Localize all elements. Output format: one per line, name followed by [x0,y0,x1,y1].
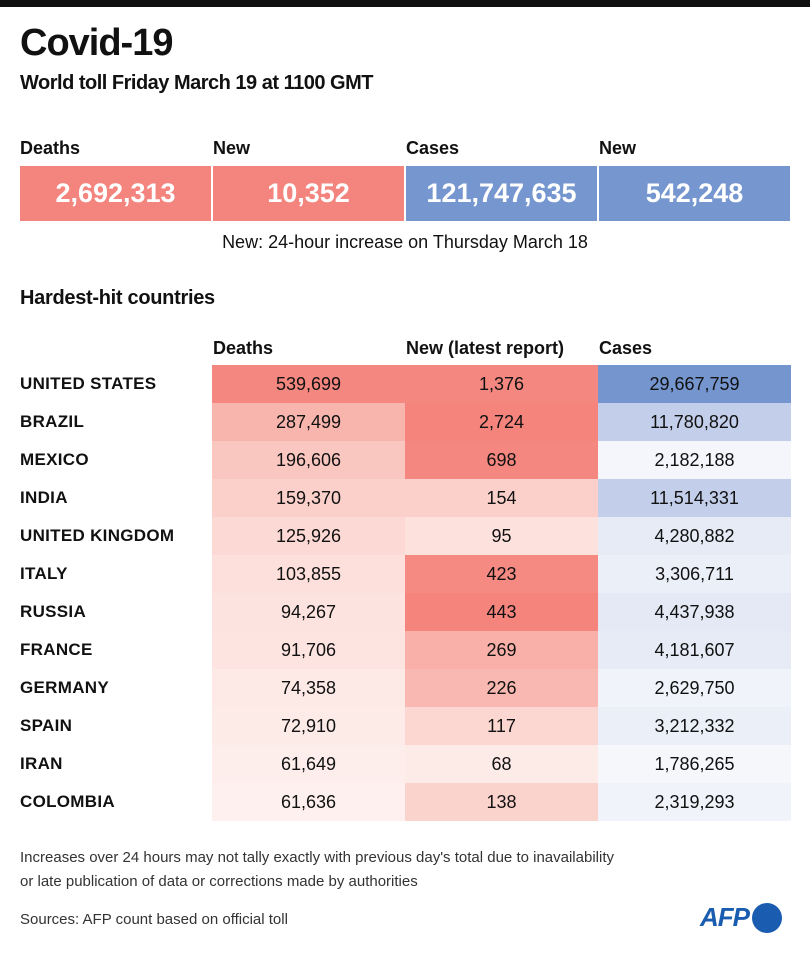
table-row: RUSSIA 94,267 443 4,437,938 [0,593,810,631]
cases-cell: 2,182,188 [598,441,791,479]
new-deaths-cell: 95 [405,517,598,555]
total-cases-value: 121,747,635 [406,166,597,221]
cases-cell: 3,306,711 [598,555,791,593]
country-name: MEXICO [20,450,89,469]
sources: Sources: AFP count based on official tol… [20,911,288,928]
new-deaths-cell: 138 [405,783,598,821]
new-deaths-cell: 117 [405,707,598,745]
total-new-deaths-label: New [213,138,251,158]
column-header-deaths: Deaths [213,338,274,358]
afp-logo-dot [752,902,782,933]
table-row: INDIA 159,370 154 11,514,331 [0,479,810,517]
deaths-cell: 103,855 [212,555,405,593]
deaths-cell: 61,649 [212,745,405,783]
table-row: FRANCE 91,706 269 4,181,607 [0,631,810,669]
column-header-new: New (latest report) [406,338,565,358]
country-name: UNITED STATES [20,374,157,393]
top-bar [0,0,810,7]
cases-cell: 11,780,820 [598,403,791,441]
new-deaths-cell: 269 [405,631,598,669]
table-row: ITALY 103,855 423 3,306,711 [0,555,810,593]
country-name: UNITED KINGDOM [20,526,175,545]
country-name: COLOMBIA [20,792,115,811]
cases-cell: 4,280,882 [598,517,791,555]
country-name: RUSSIA [20,602,87,621]
new-deaths-cell: 1,376 [405,365,598,403]
total-new-cases-value: 542,248 [599,166,790,221]
afp-logo-text: AFP [700,902,750,932]
table-row: MEXICO 196,606 698 2,182,188 [0,441,810,479]
deaths-cell: 196,606 [212,441,405,479]
country-name: INDIA [20,488,68,507]
deaths-cell: 74,358 [212,669,405,707]
new-deaths-cell: 423 [405,555,598,593]
country-name: FRANCE [20,640,93,659]
table-row: SPAIN 72,910 117 3,212,332 [0,707,810,745]
country-name: SPAIN [20,716,73,735]
deaths-cell: 61,636 [212,783,405,821]
table-row: UNITED STATES 539,699 1,376 29,667,759 [0,365,810,403]
new-deaths-cell: 2,724 [405,403,598,441]
cases-cell: 2,629,750 [598,669,791,707]
deaths-cell: 91,706 [212,631,405,669]
page-subtitle: World toll Friday March 19 at 1100 GMT [20,72,373,94]
footnote-line-1: Increases over 24 hours may not tally ex… [20,849,614,866]
country-name: IRAN [20,754,63,773]
table-row: UNITED KINGDOM 125,926 95 4,280,882 [0,517,810,555]
deaths-cell: 159,370 [212,479,405,517]
page-title: Covid-19 [20,22,173,64]
cases-cell: 2,319,293 [598,783,791,821]
deaths-cell: 125,926 [212,517,405,555]
column-header-cases: Cases [599,338,653,358]
new-deaths-cell: 698 [405,441,598,479]
table-row: COLOMBIA 61,636 138 2,319,293 [0,783,810,821]
deaths-cell: 94,267 [212,593,405,631]
cases-cell: 4,181,607 [598,631,791,669]
deaths-cell: 72,910 [212,707,405,745]
cases-cell: 4,437,938 [598,593,791,631]
deaths-cell: 539,699 [212,365,405,403]
new-definition-note: New: 24-hour increase on Thursday March … [222,232,588,252]
total-new-deaths-value: 10,352 [213,166,404,221]
country-name: GERMANY [20,678,109,697]
new-deaths-cell: 226 [405,669,598,707]
cases-cell: 1,786,265 [598,745,791,783]
footnote-line-2: or late publication of data or correctio… [20,873,418,890]
table-row: BRAZIL 287,499 2,724 11,780,820 [0,403,810,441]
total-deaths-label: Deaths [20,138,81,158]
total-cases-label: Cases [406,138,460,158]
table-row: IRAN 61,649 68 1,786,265 [0,745,810,783]
total-deaths-value: 2,692,313 [20,166,211,221]
afp-logo: AFP [700,902,782,933]
new-deaths-cell: 154 [405,479,598,517]
table-row: GERMANY 74,358 226 2,629,750 [0,669,810,707]
total-new-cases-label: New [599,138,637,158]
new-deaths-cell: 68 [405,745,598,783]
cases-cell: 11,514,331 [598,479,791,517]
section-title: Hardest-hit countries [20,287,215,309]
country-name: BRAZIL [20,412,85,431]
country-name: ITALY [20,564,68,583]
new-deaths-cell: 443 [405,593,598,631]
cases-cell: 29,667,759 [598,365,791,403]
deaths-cell: 287,499 [212,403,405,441]
cases-cell: 3,212,332 [598,707,791,745]
